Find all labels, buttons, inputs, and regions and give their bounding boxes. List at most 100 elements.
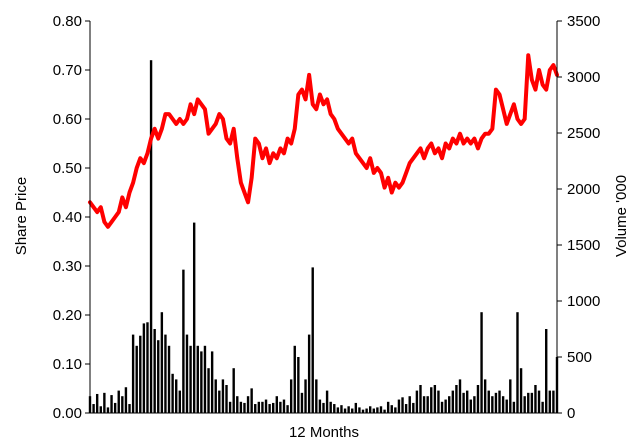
y-right-tick-label: 2000 (567, 181, 600, 198)
axes (85, 20, 562, 414)
volume-bar (430, 387, 433, 413)
volume-bar (480, 312, 483, 413)
volume-bar (149, 60, 153, 413)
volume-bar (433, 385, 437, 413)
volume-bar (178, 390, 182, 413)
volume-bar (354, 402, 358, 413)
volume-bar (516, 312, 519, 413)
volume-bar (537, 390, 541, 413)
volume-bar (329, 401, 332, 413)
y-right-tick-label: 3000 (567, 69, 600, 86)
volume-bar (545, 329, 548, 413)
volume-bar (465, 390, 469, 413)
y-left-tick-label: 0.30 (53, 258, 82, 275)
y-right-tick-label: 3500 (567, 13, 600, 30)
volume-bar (175, 379, 178, 413)
volume-bar (476, 385, 480, 413)
volume-bar (261, 401, 264, 413)
volume-bar (160, 312, 164, 413)
price-line-layer (88, 53, 559, 229)
volume-bar (498, 390, 501, 413)
volume-bar (185, 334, 189, 413)
volume-bar (192, 222, 196, 413)
y-right-tick-label: 1000 (567, 293, 600, 310)
volume-bar (275, 396, 278, 413)
volume-bar (293, 345, 296, 413)
volume-bar (494, 392, 498, 413)
volume-bar (336, 407, 340, 413)
volume-bar (264, 399, 268, 413)
volume-bar (444, 399, 447, 413)
volume-bar (451, 390, 455, 413)
volume-bar (210, 351, 214, 413)
volume-bar (286, 405, 289, 413)
volume-bar (523, 396, 526, 413)
volume-bar (401, 397, 404, 413)
volume-bar (207, 368, 210, 413)
volume-bar (448, 396, 451, 413)
volume-bar (99, 406, 102, 413)
volume-bar (491, 396, 494, 413)
volume-bar (153, 329, 156, 413)
volume-bar (541, 401, 544, 413)
volume-bar (340, 405, 343, 413)
volume-bar (311, 267, 314, 413)
volume-bar (351, 408, 354, 413)
volume-bar (483, 379, 487, 413)
y-right-tick-label: 1500 (567, 237, 600, 254)
volume-bar (376, 407, 379, 413)
volume-bar (325, 390, 329, 413)
volume-bar (236, 396, 239, 413)
volume-bar (552, 390, 555, 413)
volume-bar (246, 396, 250, 413)
volume-bar (300, 392, 304, 413)
volume-bar (397, 399, 401, 413)
volume-bar (257, 401, 261, 413)
y-left-tick-label: 0.40 (53, 209, 82, 226)
volume-bar (333, 404, 336, 413)
volume-bar (415, 390, 419, 413)
volume-bar (268, 404, 271, 413)
volume-bar (146, 322, 149, 413)
volume-bar (361, 409, 365, 413)
volume-bar (135, 345, 138, 413)
volume-bar (189, 345, 192, 413)
volume-bar (196, 345, 199, 413)
volume-bar (369, 406, 372, 413)
x-axis-title: 12 Months (289, 424, 359, 441)
volume-bar (505, 399, 508, 413)
volume-bar (167, 345, 171, 413)
volume-bar (157, 340, 160, 413)
y-left-tick-label: 0.10 (53, 356, 82, 373)
volume-bar (419, 385, 422, 413)
volume-bar (462, 392, 465, 413)
volume-bar (487, 390, 490, 413)
volume-bars (88, 60, 559, 413)
volume-bar (250, 388, 253, 413)
volume-bar (243, 402, 246, 413)
volume-bar (239, 401, 243, 413)
volume-bar (437, 390, 440, 413)
volume-bar (422, 396, 426, 413)
axis-titles: 12 Months Share Price Volume '000 (13, 175, 630, 441)
y-left-tick-label: 0.70 (53, 62, 82, 79)
volume-bar (232, 368, 235, 413)
share-price-line (88, 53, 559, 229)
volume-bar (113, 402, 117, 413)
volume-bar (289, 379, 293, 413)
y-right-tick-label: 500 (567, 349, 592, 366)
volume-bar (390, 405, 393, 413)
volume-bar (106, 407, 110, 413)
volume-bar (142, 323, 146, 413)
volume-bar (221, 379, 225, 413)
volume-bar (131, 334, 135, 413)
volume-bar (228, 401, 232, 413)
volume-bar (358, 407, 361, 413)
volume-bar (182, 269, 185, 413)
volume-bar (124, 387, 128, 413)
volume-bar (95, 393, 99, 413)
volume-bar (379, 406, 383, 413)
volume-bar (343, 408, 347, 413)
